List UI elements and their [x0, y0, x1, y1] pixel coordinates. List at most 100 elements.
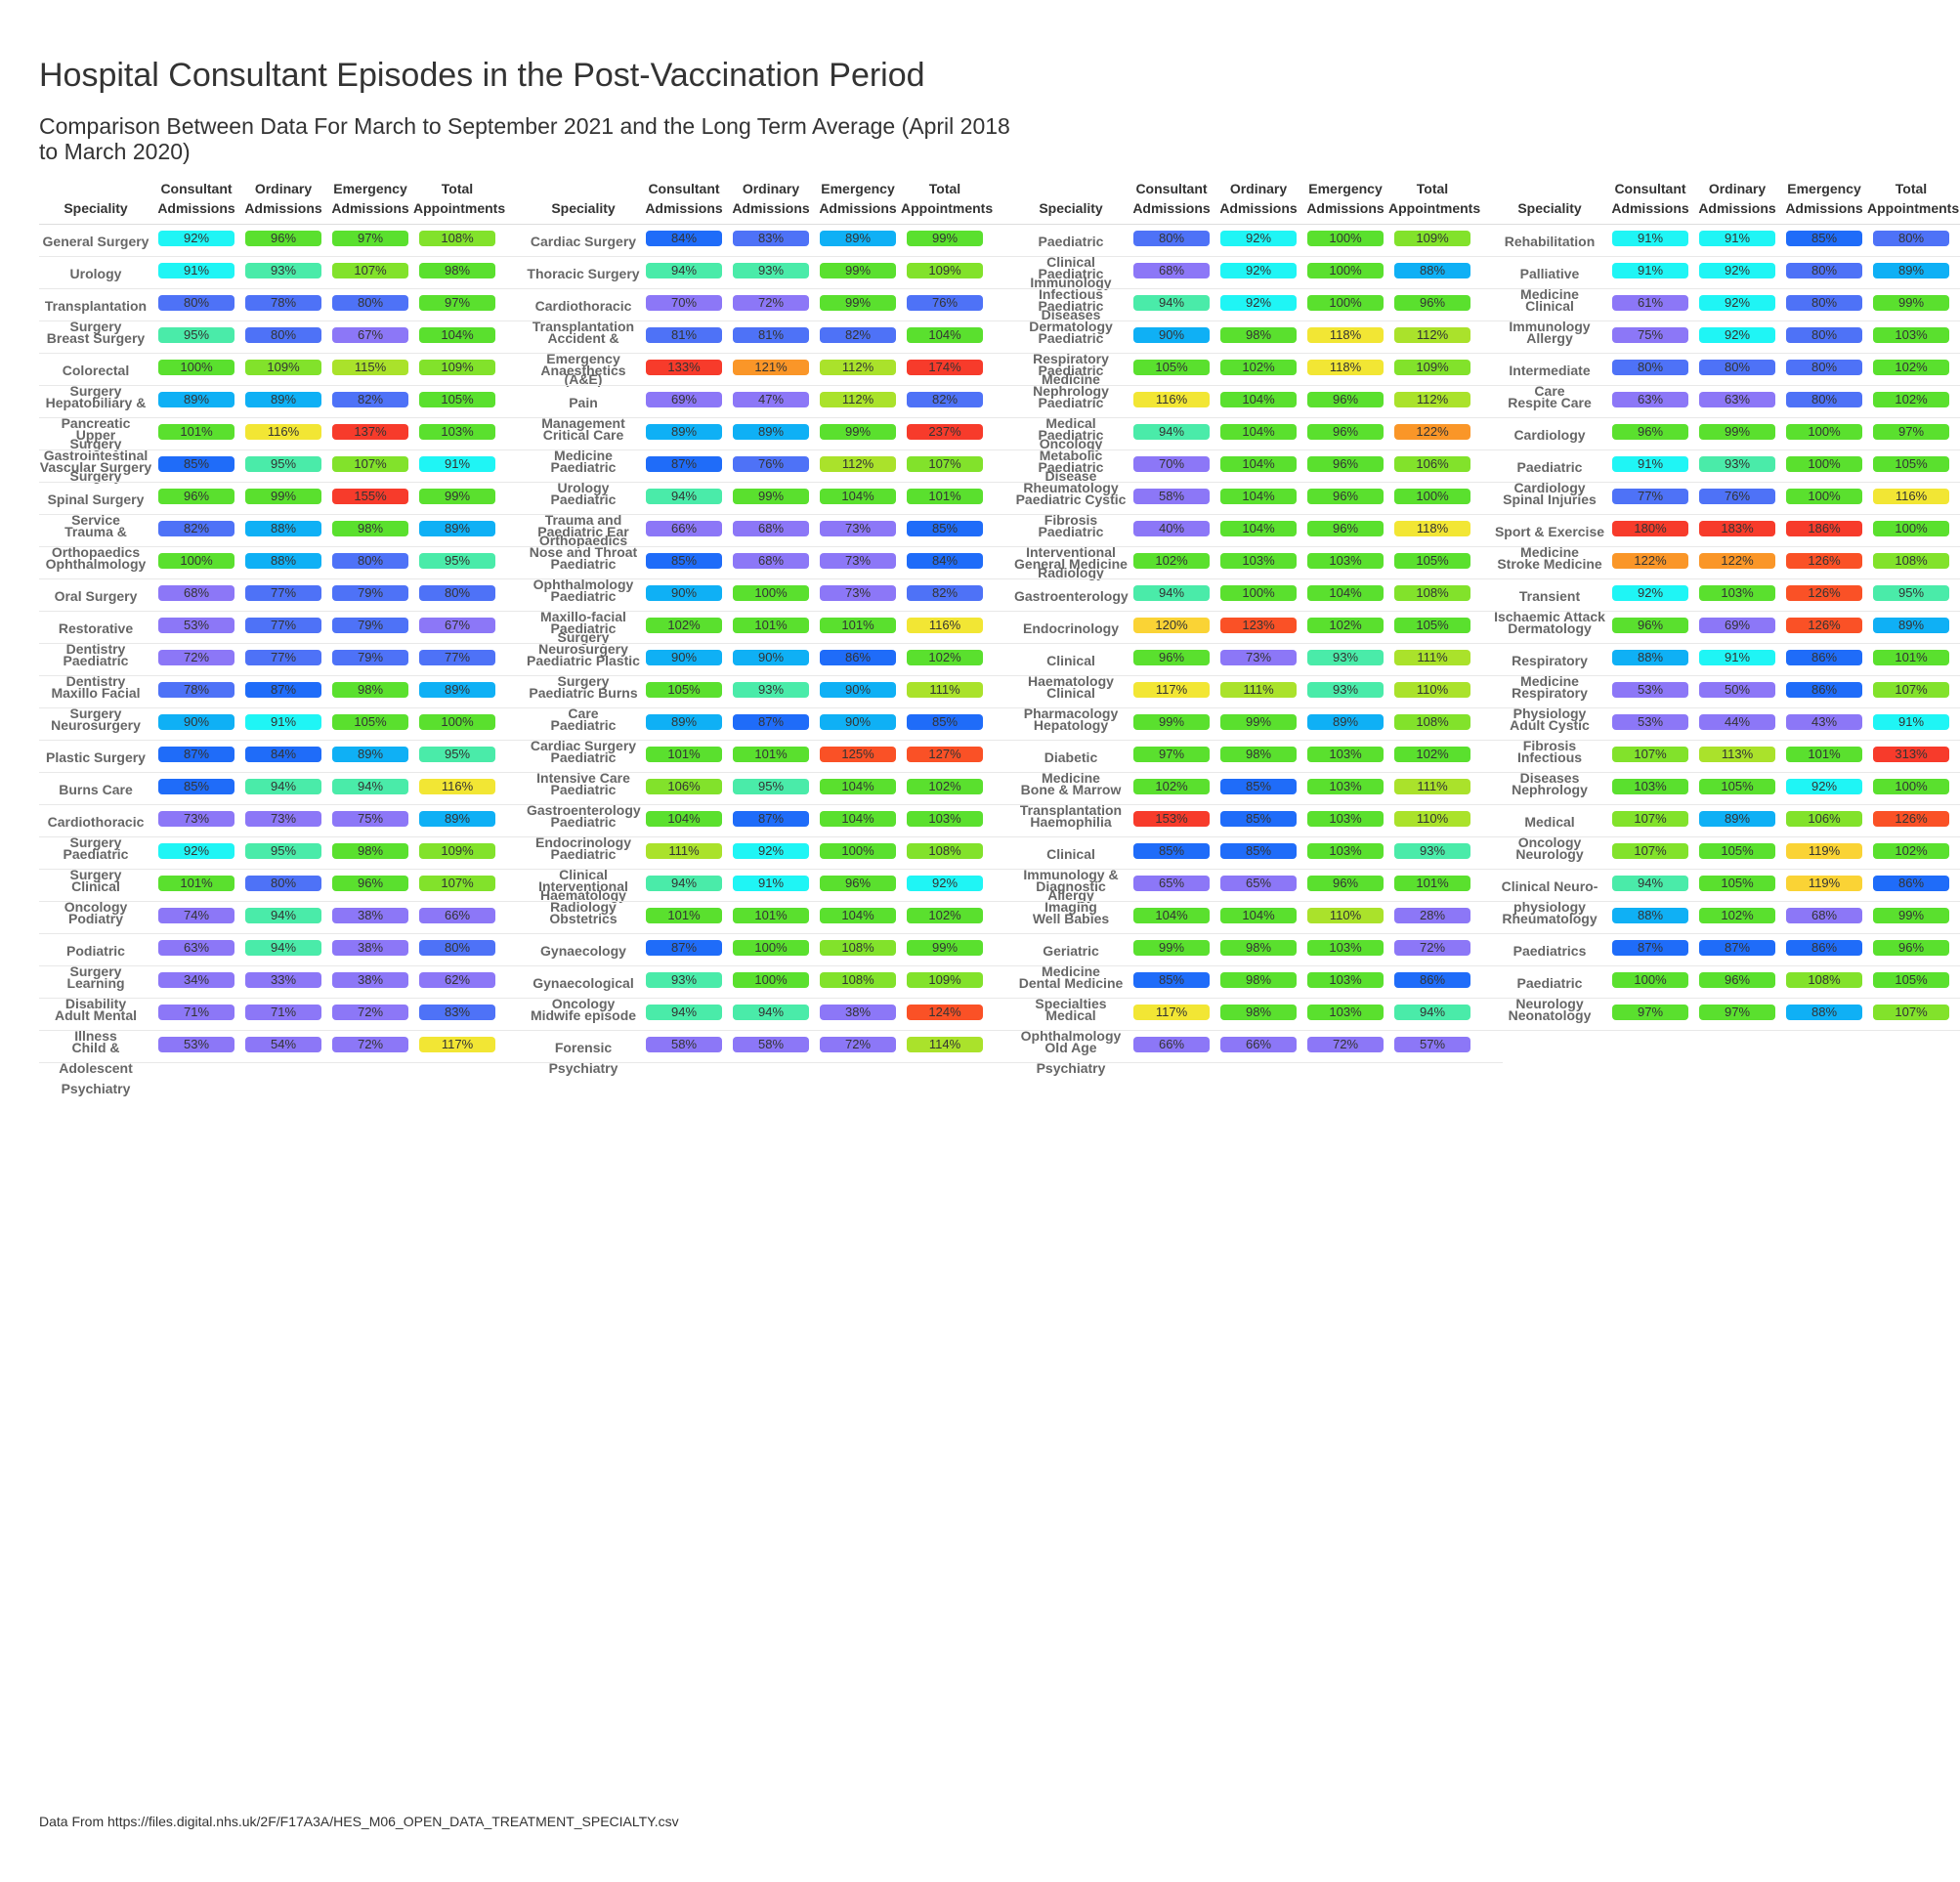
table-row: Paediatric Interventional Radiology 40% 10…: [1014, 515, 1503, 580]
table-row: Spinal Injuries 77% 76% 100% 116%: [1493, 483, 1960, 515]
value-pill-total-appointments: 108%: [1394, 585, 1470, 601]
value-pill-consultant-admissions: 107%: [1612, 747, 1688, 762]
value-pill-consultant-admissions: 90%: [1133, 327, 1210, 343]
speciality-label: Plastic Surgery: [46, 749, 146, 765]
speciality-label: Paediatric Infectious Diseases: [1038, 266, 1104, 322]
value-pill-total-appointments: 98%: [419, 263, 495, 278]
speciality-label: Accident & Emergency (A&E): [546, 330, 620, 387]
table-row: Anaesthetics 133% 121% 112% 174%: [527, 354, 1015, 386]
value-pill-total-appointments: 80%: [1873, 231, 1949, 246]
value-pill-ordinary-admissions: 93%: [245, 263, 321, 278]
table-row: Paediatric Clinical Haematology 111% 92% 10…: [527, 837, 1015, 903]
value-pill-consultant-admissions: 53%: [158, 1037, 234, 1052]
speciality-label: Forensic Psychiatry: [548, 1040, 618, 1076]
value-pill-ordinary-admissions: 92%: [1220, 295, 1297, 311]
value-pill-ordinary-admissions: 103%: [1220, 553, 1297, 569]
column-header-total-appointments: Total Appointments: [413, 181, 506, 216]
value-pill-emergency-admissions: 100%: [1307, 295, 1384, 311]
value-pill-consultant-admissions: 105%: [1133, 360, 1210, 375]
value-pill-ordinary-admissions: 80%: [1699, 360, 1775, 375]
value-pill-total-appointments: 85%: [907, 521, 983, 536]
value-pill-total-appointments: 117%: [419, 1037, 495, 1052]
value-pill-consultant-admissions: 107%: [1612, 811, 1688, 827]
value-pill-total-appointments: 109%: [419, 843, 495, 859]
value-pill-total-appointments: 95%: [419, 747, 495, 762]
column-header-emergency-admissions: Emergency Admissions: [1785, 181, 1863, 216]
value-pill-consultant-admissions: 111%: [646, 843, 722, 859]
value-pill-emergency-admissions: 96%: [1307, 392, 1384, 407]
value-pill-consultant-admissions: 58%: [646, 1037, 722, 1052]
value-pill-total-appointments: 67%: [419, 618, 495, 633]
table-row: Paediatric Surgery 92% 95% 98% 109%: [39, 837, 528, 882]
speciality-label: Podiatry: [67, 911, 123, 926]
value-pill-total-appointments: 237%: [907, 424, 983, 440]
value-pill-total-appointments: 82%: [907, 392, 983, 407]
table-group-3: Speciality Consultant Admissions Ordinary …: [1014, 179, 1503, 1076]
value-pill-emergency-admissions: 137%: [332, 424, 408, 440]
speciality-label: Dermatology: [1508, 620, 1592, 636]
speciality-label: Medical Oncology: [1517, 814, 1582, 850]
value-pill-emergency-admissions: 118%: [1307, 327, 1384, 343]
value-pill-ordinary-admissions: 98%: [1220, 940, 1297, 956]
value-pill-consultant-admissions: 94%: [1133, 295, 1210, 311]
speciality-label: Thoracic Surgery: [527, 266, 640, 281]
value-pill-consultant-admissions: 65%: [1133, 876, 1210, 891]
table-row: Restorative Dentistry 53% 77% 79% 67%: [39, 612, 528, 657]
value-pill-ordinary-admissions: 65%: [1220, 876, 1297, 891]
column-header-speciality: Speciality: [64, 200, 128, 216]
speciality-label: Cardiothoracic Transplantation: [532, 298, 635, 334]
speciality-label: Clinical Immunology & Allergy: [1023, 846, 1119, 903]
speciality-label: Paediatric Rheumatology: [1023, 459, 1119, 495]
value-pill-ordinary-admissions: 98%: [1220, 327, 1297, 343]
speciality-label: Paediatric Surgery: [63, 846, 129, 882]
value-pill-emergency-admissions: 43%: [1786, 714, 1862, 730]
speciality-label: Paediatric Trauma and Orthopaedics: [538, 492, 628, 548]
table-row: Intermediate Care 80% 80% 80% 102%: [1493, 354, 1960, 399]
value-pill-consultant-admissions: 107%: [1612, 843, 1688, 859]
table-row: Obstetrics 101% 101% 104% 102%: [527, 902, 1015, 934]
value-pill-consultant-admissions: 85%: [158, 456, 234, 472]
value-pill-consultant-admissions: 69%: [646, 392, 722, 407]
value-pill-total-appointments: 88%: [1394, 263, 1470, 278]
value-pill-ordinary-admissions: 85%: [1220, 779, 1297, 794]
value-pill-ordinary-admissions: 99%: [733, 489, 809, 504]
value-pill-consultant-admissions: 87%: [646, 940, 722, 956]
value-pill-consultant-admissions: 70%: [1133, 456, 1210, 472]
value-pill-emergency-admissions: 80%: [1786, 295, 1862, 311]
value-pill-total-appointments: 109%: [907, 263, 983, 278]
table-row: Neurosurgery 90% 91% 105% 100%: [39, 708, 528, 741]
value-pill-emergency-admissions: 100%: [1786, 456, 1862, 472]
value-pill-emergency-admissions: 80%: [332, 553, 408, 569]
table-row: Paediatric Cystic Fibrosis 58% 104% 96% 100%: [1014, 483, 1503, 528]
table-row: Medical Oncology 107% 89% 106% 126%: [1493, 805, 1960, 850]
table-header: Speciality Consultant Admissions Ordinary …: [39, 179, 528, 225]
value-pill-ordinary-admissions: 73%: [245, 811, 321, 827]
table-row: Nephrology 103% 105% 92% 100%: [1493, 773, 1960, 805]
value-pill-total-appointments: 102%: [907, 650, 983, 665]
speciality-label: Adult Cystic Fibrosis: [1510, 717, 1590, 753]
value-pill-consultant-admissions: 75%: [1612, 327, 1688, 343]
table-row: Respite Care 63% 63% 80% 102%: [1493, 386, 1960, 418]
value-pill-total-appointments: 92%: [907, 876, 983, 891]
speciality-label: Nephrology: [1512, 782, 1588, 797]
value-pill-total-appointments: 102%: [907, 779, 983, 794]
value-pill-emergency-admissions: 79%: [332, 585, 408, 601]
value-pill-emergency-admissions: 98%: [332, 682, 408, 698]
value-pill-total-appointments: 105%: [419, 392, 495, 407]
value-pill-emergency-admissions: 100%: [820, 843, 896, 859]
value-pill-consultant-admissions: 104%: [646, 811, 722, 827]
value-pill-consultant-admissions: 94%: [1133, 585, 1210, 601]
speciality-label: Breast Surgery: [46, 330, 146, 346]
speciality-label: Obstetrics: [549, 911, 618, 926]
value-pill-total-appointments: 105%: [1394, 553, 1470, 569]
value-pill-ordinary-admissions: 104%: [1220, 521, 1297, 536]
column-header-ordinary-admissions: Ordinary Admissions: [1698, 181, 1776, 216]
value-pill-ordinary-admissions: 95%: [733, 779, 809, 794]
speciality-label: Respite Care: [1508, 395, 1592, 410]
value-pill-ordinary-admissions: 84%: [245, 747, 321, 762]
value-pill-ordinary-admissions: 78%: [245, 295, 321, 311]
value-pill-total-appointments: 111%: [907, 682, 983, 698]
value-pill-consultant-admissions: 85%: [158, 779, 234, 794]
value-pill-emergency-admissions: 90%: [820, 714, 896, 730]
speciality-label: Well Babies: [1032, 911, 1110, 926]
